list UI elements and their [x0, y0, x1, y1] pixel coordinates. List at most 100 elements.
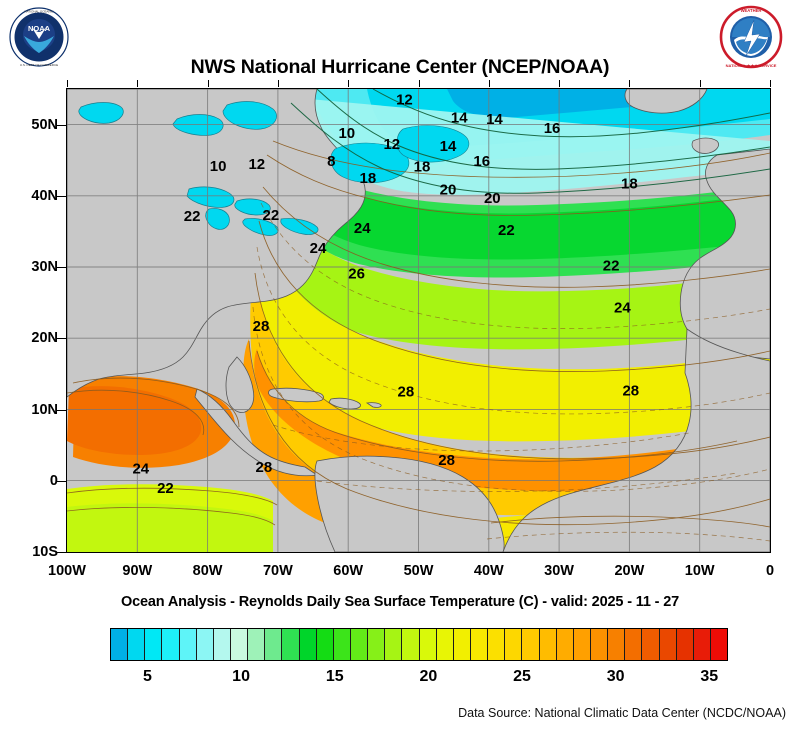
x-axis-label-50w: 50W: [403, 563, 434, 579]
colorbar-swatch[interactable]: [350, 629, 369, 660]
colorbar-swatch[interactable]: [608, 629, 626, 660]
contour-label: 8: [327, 153, 335, 170]
colorbar-swatch[interactable]: [128, 629, 146, 660]
colorbar-swatch[interactable]: [590, 629, 609, 660]
colorbar-label-30: 30: [606, 668, 625, 685]
x-axis-label-90w: 90W: [122, 563, 153, 579]
colorbar-swatch[interactable]: [162, 629, 180, 660]
colorbar-swatch[interactable]: [659, 629, 677, 660]
contour-label: 16: [544, 120, 561, 137]
colorbar-label-20: 20: [419, 668, 438, 685]
colorbar-swatch[interactable]: [573, 629, 591, 660]
noaa-logo: NOAA NATIONAL OCEANIC U.S. DEPT OF COMME…: [8, 6, 70, 68]
x-axis-label-30w: 30W: [544, 563, 575, 579]
colorbar-swatch[interactable]: [230, 629, 249, 660]
x-axis-tick: [629, 80, 631, 87]
colorbar-swatch[interactable]: [676, 629, 694, 660]
colorbar-swatch[interactable]: [470, 629, 489, 660]
colorbar-swatch[interactable]: [710, 629, 728, 660]
colorbar-swatch[interactable]: [693, 629, 711, 660]
sst-map[interactable]: 12 14 14 16 10 12 14 16 10 12 8 18 18 18 20 20 22 22 22 24 2…: [66, 88, 771, 553]
contour-label: 18: [621, 176, 638, 193]
national-weather-service-logo: WEATHER NATIONAL ★★★ SERVICE: [718, 4, 784, 70]
contour-label: 10: [210, 158, 227, 175]
x-axis-tick: [137, 80, 139, 87]
colorbar-label-10: 10: [232, 668, 250, 685]
colorbar-swatch[interactable]: [453, 629, 471, 660]
colorbar-swatch[interactable]: [539, 629, 557, 660]
contour-label: 28: [438, 452, 455, 469]
colorbar-swatch[interactable]: [436, 629, 454, 660]
y-axis-tick: [57, 195, 66, 197]
colorbar-swatch[interactable]: [556, 629, 574, 660]
x-axis-label-60w: 60W: [333, 563, 364, 579]
colorbar-swatch[interactable]: [419, 629, 437, 660]
contour-label: 22: [263, 207, 280, 224]
contour-label: 14: [451, 109, 468, 126]
contour-label: 20: [484, 190, 501, 207]
colorbar-swatch[interactable]: [213, 629, 231, 660]
y-axis-label-50n: 50N: [31, 116, 58, 133]
x-axis-tick: [418, 80, 420, 87]
contour-label: 24: [614, 300, 631, 317]
contour-label: 22: [603, 258, 620, 275]
y-axis-label-10n: 10N: [31, 401, 58, 418]
contour-label: 14: [486, 111, 503, 128]
contour-label: 28: [622, 382, 639, 399]
contour-label-layer: 12 14 14 16 10 12 14 16 10 12 8 18 18 18 20 20 22 22 22 24 2…: [132, 92, 639, 497]
colorbar-swatch[interactable]: [111, 629, 129, 660]
y-axis-tick: [57, 409, 66, 411]
contour-label: 20: [440, 181, 457, 198]
x-axis-label-0: 0: [765, 563, 775, 579]
colorbar-swatch[interactable]: [282, 629, 300, 660]
x-axis-label-70w: 70W: [262, 563, 293, 579]
colorbar-swatch[interactable]: [196, 629, 214, 660]
colorbar-swatch[interactable]: [265, 629, 283, 660]
svg-text:WEATHER: WEATHER: [741, 8, 762, 13]
y-axis-tick: [57, 124, 66, 126]
colorbar-swatch[interactable]: [299, 629, 317, 660]
contour-label: 28: [255, 459, 272, 476]
x-axis-label-20w: 20W: [614, 563, 645, 579]
y-axis-tick: [57, 267, 66, 269]
colorbar[interactable]: [110, 628, 728, 661]
colorbar-swatch[interactable]: [522, 629, 540, 660]
contour-label: 10: [338, 125, 355, 142]
x-axis-tick: [559, 80, 561, 87]
contour-label: 28: [398, 384, 415, 401]
y-axis-label-10s: 10S: [32, 544, 58, 560]
colorbar-swatch[interactable]: [402, 629, 420, 660]
colorbar-swatch[interactable]: [488, 629, 506, 660]
chart-subtitle: Ocean Analysis - Reynolds Daily Sea Surf…: [120, 594, 680, 610]
contour-label: 22: [157, 480, 174, 497]
contour-label: 18: [360, 170, 377, 187]
colorbar-swatch[interactable]: [145, 629, 163, 660]
contour-label: 24: [354, 220, 371, 237]
colorbar-swatch[interactable]: [385, 629, 403, 660]
x-axis-label-40w: 40W: [473, 563, 504, 579]
contour-label: 28: [253, 318, 270, 335]
colorbar-label-5: 5: [143, 668, 152, 685]
svg-text:U.S. DEPT OF COMMERCE: U.S. DEPT OF COMMERCE: [20, 63, 58, 67]
colorbar-swatch[interactable]: [333, 629, 351, 660]
contour-label: 12: [383, 136, 400, 153]
x-axis-tick: [277, 80, 279, 87]
colorbar-swatch[interactable]: [248, 629, 266, 660]
x-axis-label-100w: 100W: [48, 563, 86, 579]
contour-label: 18: [414, 159, 431, 176]
colorbar-label-25: 25: [513, 668, 531, 685]
y-axis-tick: [57, 480, 66, 482]
colorbar-swatch[interactable]: [368, 629, 386, 660]
colorbar-swatch[interactable]: [625, 629, 643, 660]
x-axis-tick: [488, 80, 490, 87]
svg-text:NATIONAL OCEANIC: NATIONAL OCEANIC: [24, 10, 54, 14]
colorbar-swatch[interactable]: [316, 629, 334, 660]
colorbar-swatch[interactable]: [505, 629, 523, 660]
colorbar-swatch[interactable]: [642, 629, 660, 660]
x-axis-tick: [770, 80, 771, 87]
colorbar-swatch[interactable]: [179, 629, 197, 660]
colorbar-swatches[interactable]: [110, 628, 728, 661]
y-axis-label-20n: 20N: [31, 330, 58, 347]
x-axis-label-80w: 80W: [192, 563, 223, 579]
contour-label: 24: [132, 461, 149, 478]
